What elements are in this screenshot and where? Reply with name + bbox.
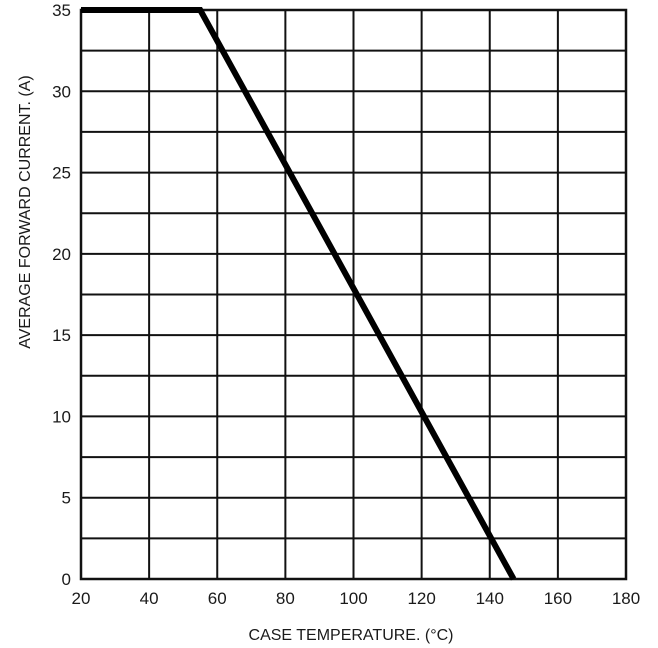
x-axis-label: CASE TEMPERATURE. (°C) [249, 627, 454, 644]
x-tick-label: 120 [407, 589, 435, 608]
x-tick-label: 140 [476, 589, 504, 608]
x-tick-label: 40 [140, 589, 159, 608]
x-tick-labels: 20 40 60 80 100 120 140 160 180 [72, 589, 641, 608]
x-tick-label: 160 [544, 589, 572, 608]
y-tick-label: 35 [52, 1, 71, 20]
x-tick-label: 180 [612, 589, 640, 608]
grid [79, 8, 628, 581]
y-axis-label: AVERAGE FORWARD CURRENT. (A) [17, 75, 34, 349]
y-tick-label: 25 [52, 164, 71, 183]
y-tick-label: 0 [62, 570, 71, 589]
x-tick-label: 20 [72, 589, 91, 608]
y-tick-label: 30 [52, 82, 71, 101]
y-tick-label: 5 [62, 489, 71, 508]
derating-curve [81, 7, 517, 581]
x-tick-label: 80 [276, 589, 295, 608]
data-series [81, 7, 517, 581]
x-tick-label: 60 [208, 589, 227, 608]
y-tick-label: 15 [52, 326, 71, 345]
x-tick-label: 100 [339, 589, 367, 608]
plot-frame [79, 8, 628, 581]
y-tick-label: 20 [52, 245, 71, 264]
y-tick-labels: 0 5 10 15 20 25 30 35 [52, 1, 71, 589]
y-tick-label: 10 [52, 407, 71, 426]
